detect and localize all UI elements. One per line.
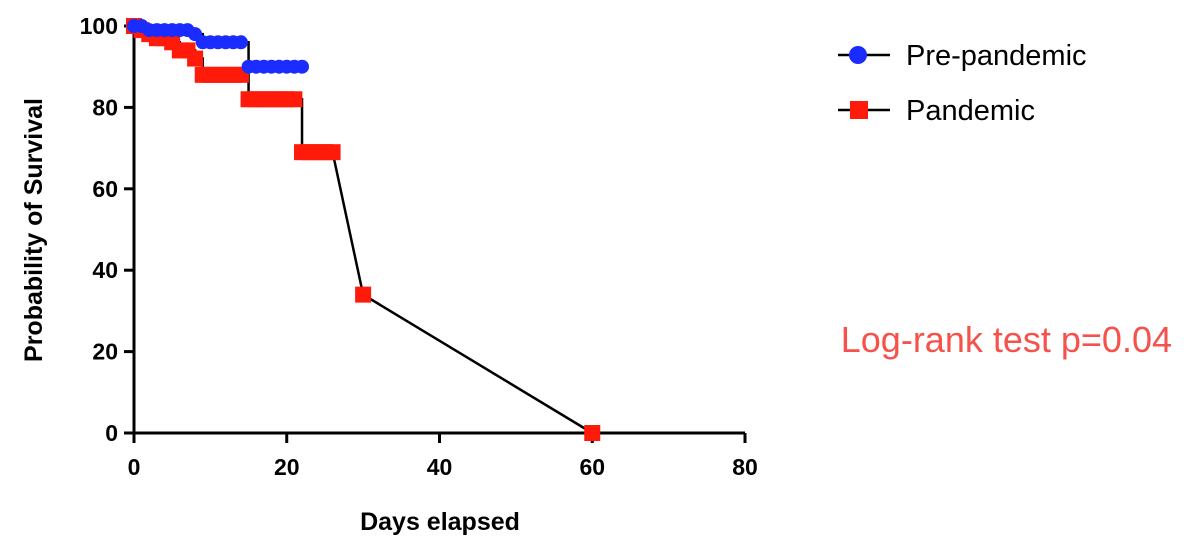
data-point [286,91,303,108]
y-tick-label: 40 [92,257,118,283]
y-tick-label: 100 [80,13,118,39]
chart-axes: 0 20 40 60 80 0 20 40 60 80 100 [80,13,758,480]
x-tick-label: 0 [128,454,141,480]
legend-label: Pre-pandemic [906,40,1087,72]
series-layer [126,18,601,441]
x-axis-title: Days elapsed [360,508,520,536]
legend-item: Pre-pandemic [838,40,1087,72]
legend-marker-circle [849,46,867,64]
y-tick-label: 80 [92,94,118,120]
data-point [355,286,372,303]
x-tick-label: 40 [427,454,453,480]
x-tick-label: 80 [732,454,758,480]
data-point [324,144,341,161]
data-point [233,35,248,50]
legend: Pre-pandemic Pandemic [838,40,1087,127]
series-pandemic [126,18,601,441]
log-rank-annotation: Log-rank test p=0.04 [841,319,1172,360]
x-tick-label: 20 [274,454,300,480]
x-tick-label: 60 [579,454,605,480]
y-tick-label: 20 [92,339,118,365]
series-line [134,24,593,435]
legend-marker-square [850,101,868,119]
data-point [295,59,310,74]
series-pre-pandemic [127,19,310,74]
y-axis-title: Probability of Survival [20,98,48,362]
y-tick-label: 60 [92,176,118,202]
data-point [187,50,204,67]
data-point [584,425,601,441]
legend-item: Pandemic [838,95,1035,127]
y-tick-label: 0 [105,420,118,446]
legend-label: Pandemic [906,95,1035,127]
